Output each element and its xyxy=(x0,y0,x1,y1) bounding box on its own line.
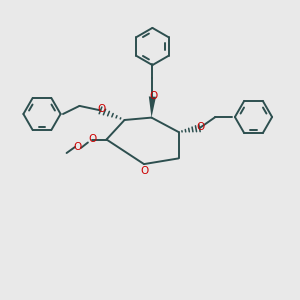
Text: O: O xyxy=(196,122,205,132)
Text: O: O xyxy=(97,104,105,114)
Text: O: O xyxy=(73,142,82,152)
Text: O: O xyxy=(88,134,96,144)
Polygon shape xyxy=(149,96,156,118)
Text: O: O xyxy=(149,91,158,101)
Text: O: O xyxy=(140,166,148,176)
